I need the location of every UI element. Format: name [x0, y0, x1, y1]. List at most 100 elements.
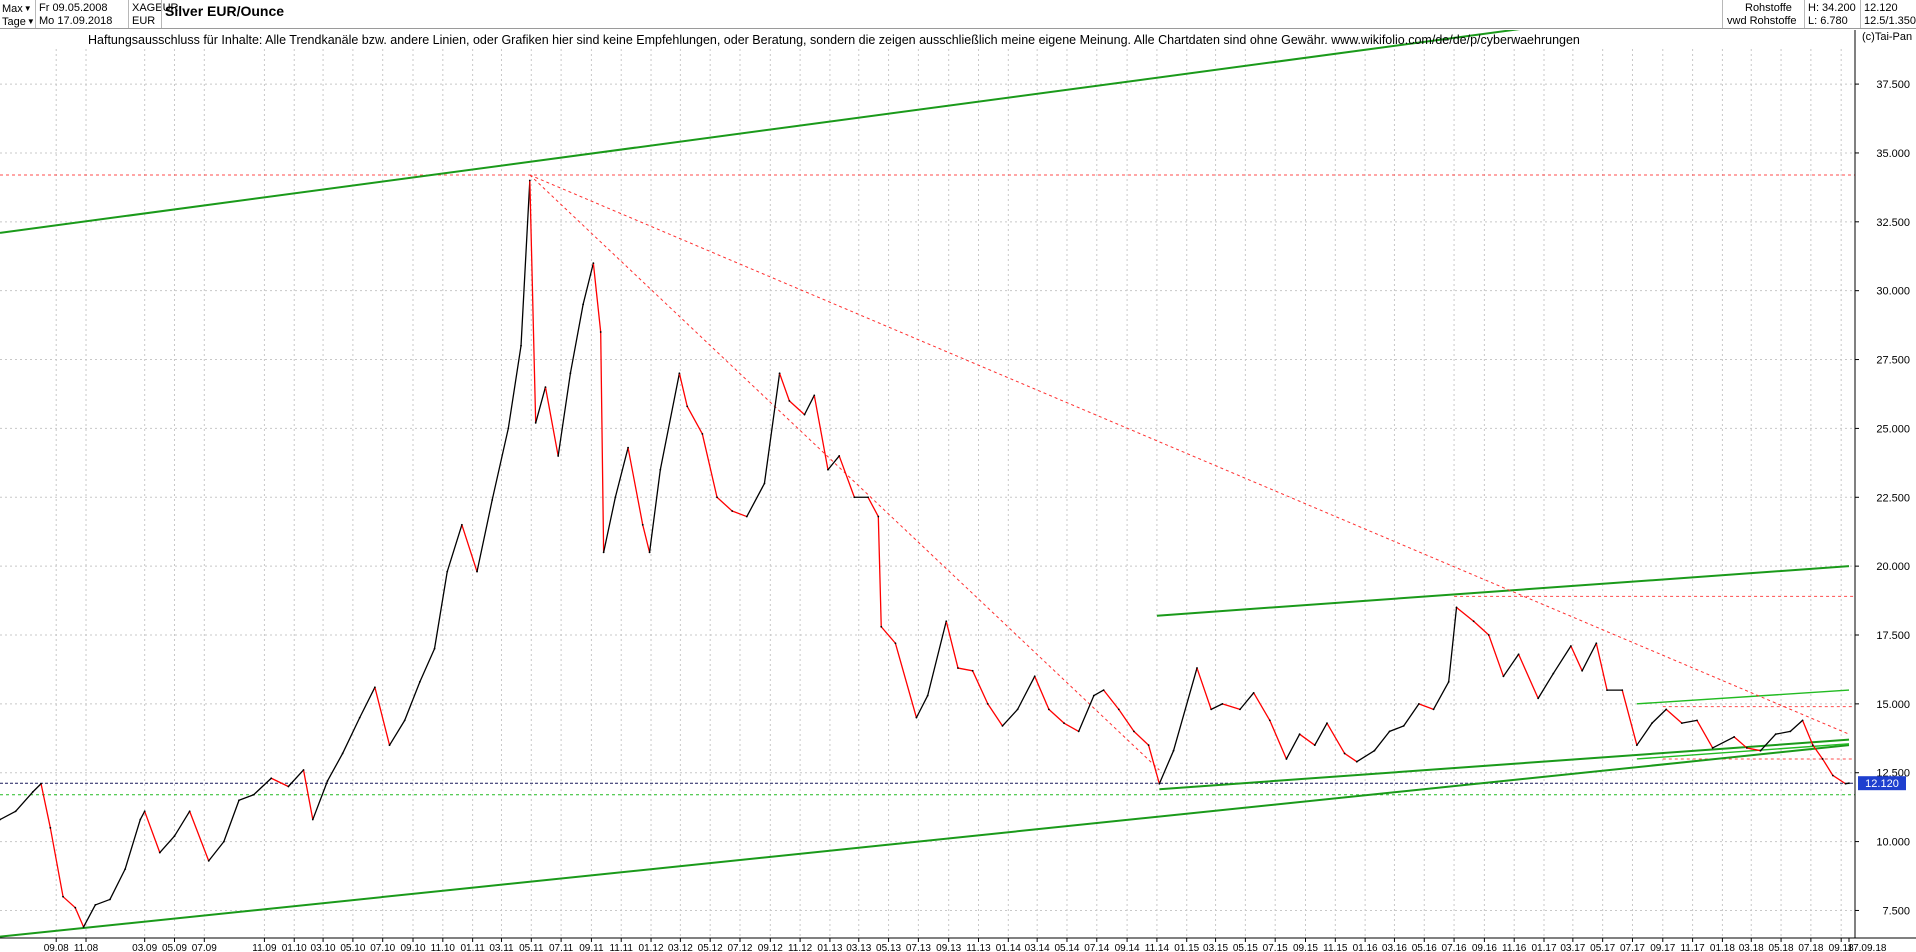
price-point — [1388, 730, 1391, 733]
header-separator — [0, 28, 1916, 29]
price-point — [1789, 730, 1792, 733]
interval-dropdown[interactable]: Tage▼ — [2, 15, 35, 29]
y-tick-label: 37.500 — [1876, 79, 1910, 91]
price-point — [838, 455, 841, 457]
price-point — [1033, 675, 1036, 678]
price-point — [373, 686, 376, 689]
price-point — [1635, 744, 1638, 747]
price-point — [388, 744, 391, 747]
price-segment — [867, 496, 879, 518]
price-segment — [592, 262, 602, 333]
price-point — [544, 386, 547, 388]
price-point — [311, 818, 314, 821]
period-dropdown-label: Max — [2, 3, 23, 15]
y-tick-label: 15.000 — [1876, 699, 1910, 711]
price-segment — [446, 524, 463, 573]
price-segment — [341, 716, 361, 755]
price-point — [827, 468, 829, 471]
trendline-light — [1636, 689, 1850, 705]
x-tick-label: 07.18 — [1798, 943, 1823, 952]
price-point — [1417, 702, 1420, 705]
copyright-label: (c)Tai-Pan — [1862, 31, 1913, 43]
x-tick-label: 05.17 — [1590, 943, 1615, 952]
price-point — [1774, 733, 1777, 736]
price-segment — [1172, 667, 1198, 752]
price-point — [1848, 782, 1850, 785]
price-point — [1487, 634, 1490, 636]
overlay-lines-layer — [0, 0, 1855, 938]
price-segment — [535, 386, 547, 424]
x-tick-label: 01.13 — [817, 943, 842, 952]
price-segment — [1269, 719, 1288, 760]
x-tick-label: 09.14 — [1115, 943, 1140, 952]
trendline — [0, 744, 1850, 938]
price-segment — [1621, 689, 1638, 746]
price-segment — [208, 840, 225, 862]
price-segment — [1118, 708, 1135, 733]
x-tick-label: 03.17 — [1560, 943, 1585, 952]
price-point — [1285, 758, 1288, 760]
y-tick-label: 10.000 — [1876, 837, 1910, 849]
x-tick-label: 01.17 — [1531, 943, 1556, 952]
price-segment — [648, 469, 661, 554]
x-tick-label: 01.14 — [996, 943, 1021, 952]
price-point — [1537, 697, 1540, 700]
price-point — [745, 515, 748, 518]
price-point — [1239, 708, 1241, 711]
y-tick-label: 20.000 — [1876, 561, 1910, 573]
x-tick-label: 05.14 — [1054, 943, 1079, 952]
x-tick-label: 03.09 — [132, 943, 157, 952]
x-tick-label: 05.15 — [1233, 943, 1258, 952]
price-point — [1047, 708, 1050, 711]
price-point — [1517, 653, 1520, 656]
price-segment — [94, 898, 111, 906]
price-segment — [1147, 744, 1161, 785]
x-tick-label: 03.15 — [1203, 943, 1228, 952]
price-segment — [1063, 722, 1080, 733]
low-value: L: 6.780 — [1808, 15, 1848, 27]
chart-header: Max▼ Tage▼ Fr 09.05.2008 Mo 17.09.2018 X… — [0, 0, 1916, 30]
x-tick-label: 05.12 — [698, 943, 723, 952]
price-segment — [1821, 758, 1834, 777]
price-point — [1759, 749, 1762, 752]
price-segment — [1034, 675, 1050, 711]
price-point — [648, 551, 651, 554]
x-tick-label: 07.15 — [1263, 943, 1288, 952]
price-segment — [1210, 703, 1224, 711]
price-segment — [1314, 722, 1328, 746]
x-tick-label: 11.13 — [966, 943, 991, 952]
price-segment — [238, 794, 255, 801]
price-segment — [419, 648, 436, 683]
price-point — [731, 510, 734, 512]
x-tick-label: 05.16 — [1412, 943, 1437, 952]
price-segment — [1746, 747, 1762, 752]
price-point — [40, 782, 42, 785]
price-segment — [971, 670, 989, 705]
price-point — [1745, 747, 1748, 749]
price-point — [1092, 694, 1095, 697]
price-point — [778, 372, 781, 375]
price-point — [716, 496, 718, 499]
price-point — [788, 399, 791, 402]
price-segment — [359, 686, 376, 719]
price-segment — [1789, 719, 1804, 733]
price-segment — [1455, 606, 1475, 622]
period-dropdown[interactable]: Max▼ — [2, 2, 32, 16]
price-segment — [1356, 750, 1376, 763]
price-point — [270, 777, 273, 780]
price-point — [1844, 782, 1847, 785]
price-segment — [223, 799, 240, 843]
price-point — [520, 344, 522, 347]
header-divider — [1804, 0, 1805, 28]
price-point — [686, 405, 689, 408]
price-point — [207, 859, 210, 862]
price-segment — [1285, 733, 1301, 760]
x-tick-label: 09.10 — [400, 943, 425, 952]
header-divider — [1860, 0, 1861, 28]
price-point — [188, 810, 191, 813]
price-point — [1343, 752, 1346, 755]
price-segment — [1001, 708, 1019, 727]
price-point — [1733, 736, 1736, 738]
price-point — [446, 570, 449, 573]
